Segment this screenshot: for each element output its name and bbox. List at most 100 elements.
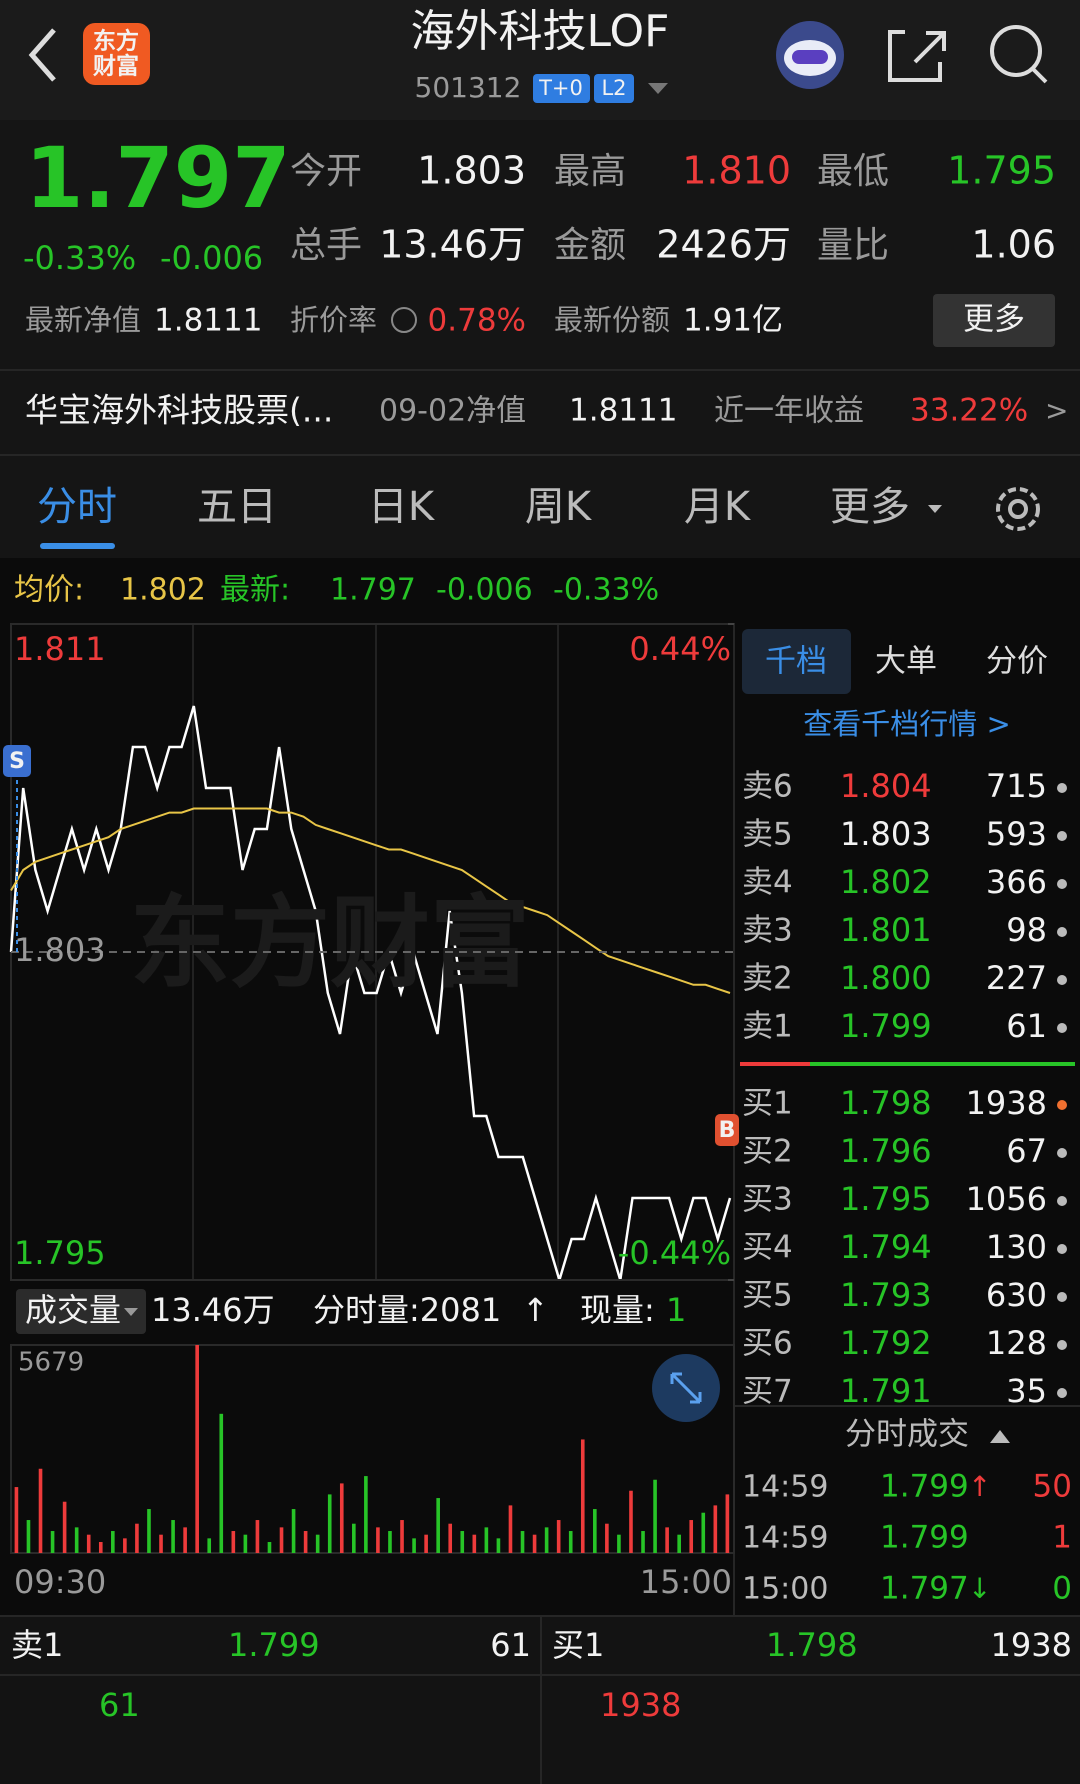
fund-name[interactable]: 华宝海外科技股票(... [25, 391, 333, 430]
book-dot [1057, 1100, 1067, 1110]
volume-bar [123, 1538, 127, 1553]
volume-bar [713, 1505, 718, 1553]
trades-title[interactable]: 分时成交 [845, 1417, 969, 1453]
time-label: 15:00 [640, 1563, 732, 1601]
y-tick-label: 1.795 [14, 1234, 106, 1272]
y-tick-label: 1.811 [14, 630, 106, 668]
tab[interactable]: 五日 [197, 484, 277, 530]
share-button[interactable] [888, 30, 946, 82]
more-button[interactable] [933, 294, 1055, 347]
volume-bar [496, 1538, 501, 1553]
volume-bar [605, 1523, 609, 1553]
tab[interactable]: 分时 [37, 484, 117, 530]
badge-bg [533, 74, 590, 103]
volume-bar [279, 1527, 284, 1553]
watermark: 东方财富 [130, 884, 530, 1001]
book-label: 卖1 [742, 1009, 793, 1045]
y-tick-label: 1.803 [14, 931, 106, 969]
field-value: 1.810 [682, 149, 791, 193]
trade-time: 14:59 [742, 1521, 828, 1556]
volume-bar [472, 1534, 477, 1553]
more-button-label[interactable]: 更多 [963, 302, 1025, 338]
book-price: 1.794 [840, 1228, 932, 1266]
dropdown-icon[interactable] [928, 505, 942, 513]
marker-badge [3, 745, 31, 777]
volume-bar [352, 1523, 356, 1553]
bid-list: 买1 1.798 1938 买2 1.796 67 买3 1.795 1056 买4 1.794 13… [742, 1084, 1067, 1410]
badge-bg [594, 74, 634, 103]
field-value: 1.803 [417, 149, 526, 193]
field-label: 最新净值 [25, 303, 141, 337]
book-price: 1.795 [840, 1180, 932, 1218]
marker-label: S [9, 749, 25, 774]
bottom-price: 1.799 [228, 1626, 320, 1664]
volume-current-label: 现量: [580, 1291, 655, 1329]
trade-volume: 0 [1052, 1571, 1072, 1607]
latest-value: 1.797 [330, 573, 416, 608]
volume-bar [580, 1439, 585, 1553]
volume-bar [26, 1520, 31, 1553]
volume-bar [135, 1523, 139, 1553]
volume-bar [62, 1501, 67, 1553]
tab[interactable]: 更多 [830, 484, 910, 530]
book-dot [1057, 1340, 1067, 1350]
volume-bar [50, 1531, 55, 1553]
dropdown-icon[interactable] [124, 1308, 138, 1316]
book-tab[interactable]: 分价 [986, 644, 1048, 680]
info-icon[interactable] [391, 307, 417, 333]
book-dot [1057, 1292, 1067, 1302]
book-price: 1.791 [840, 1372, 932, 1410]
settings-button[interactable] [996, 487, 1040, 531]
price-line [9, 705, 732, 1280]
book-dot [1057, 879, 1067, 889]
y-tick-label: 5679 [18, 1348, 84, 1378]
book-price: 1.793 [840, 1276, 932, 1314]
volume-bar [617, 1534, 621, 1553]
trade-time: 15:00 [742, 1572, 828, 1607]
volume-bar [339, 1483, 344, 1553]
volume-total: 13.46万 [151, 1291, 275, 1329]
book-label: 卖2 [742, 961, 793, 997]
book-price: 1.801 [840, 911, 932, 949]
field-value: 1.91亿 [683, 303, 783, 339]
book-volume: 128 [986, 1324, 1047, 1362]
volume-bar [701, 1512, 706, 1553]
field-label: 折价率 [290, 303, 377, 337]
volume-bar [315, 1534, 320, 1553]
book-label: 卖3 [742, 913, 793, 949]
book-volume: 593 [986, 815, 1047, 853]
trade-volume: 50 [1033, 1469, 1072, 1505]
price-chart [9, 705, 732, 1280]
quote-bg [0, 120, 1080, 558]
book-dot [1057, 831, 1067, 841]
volume-bar [207, 1538, 212, 1553]
volume-label[interactable]: 成交量 [25, 1291, 121, 1329]
tab[interactable]: 月K [684, 484, 752, 530]
field-label: 总手 [290, 225, 362, 266]
book-tab[interactable]: 大单 [875, 644, 937, 680]
book-price: 1.803 [840, 815, 932, 853]
book-dot [1057, 783, 1067, 793]
volume-bar [424, 1534, 428, 1553]
expand-button[interactable] [652, 1354, 720, 1422]
search-button[interactable] [990, 25, 1048, 84]
bottom-label: 卖1 [11, 1626, 63, 1664]
book-label: 买3 [742, 1182, 793, 1218]
book-label: 买6 [742, 1326, 793, 1362]
book-tab[interactable]: 千档 [765, 644, 827, 680]
back-button[interactable] [28, 28, 56, 82]
book-link[interactable]: 查看千档行情 > [803, 707, 1011, 741]
tab[interactable]: 日K [368, 484, 436, 530]
volume-bar [400, 1520, 404, 1553]
assistant-avatar[interactable] [776, 21, 844, 89]
book-dot [1057, 927, 1067, 937]
page-title: 海外科技LOF [411, 6, 670, 57]
fund-arrow[interactable]: > [1045, 394, 1068, 427]
dropdown-icon[interactable] [648, 83, 668, 94]
field-value: 1.8111 [154, 303, 262, 339]
book-price: 1.799 [840, 1007, 932, 1045]
collapse-icon[interactable] [990, 1430, 1010, 1443]
volume-selector[interactable] [16, 1289, 146, 1334]
tab[interactable]: 周K [525, 484, 593, 530]
field-value: 1.06 [971, 223, 1056, 267]
